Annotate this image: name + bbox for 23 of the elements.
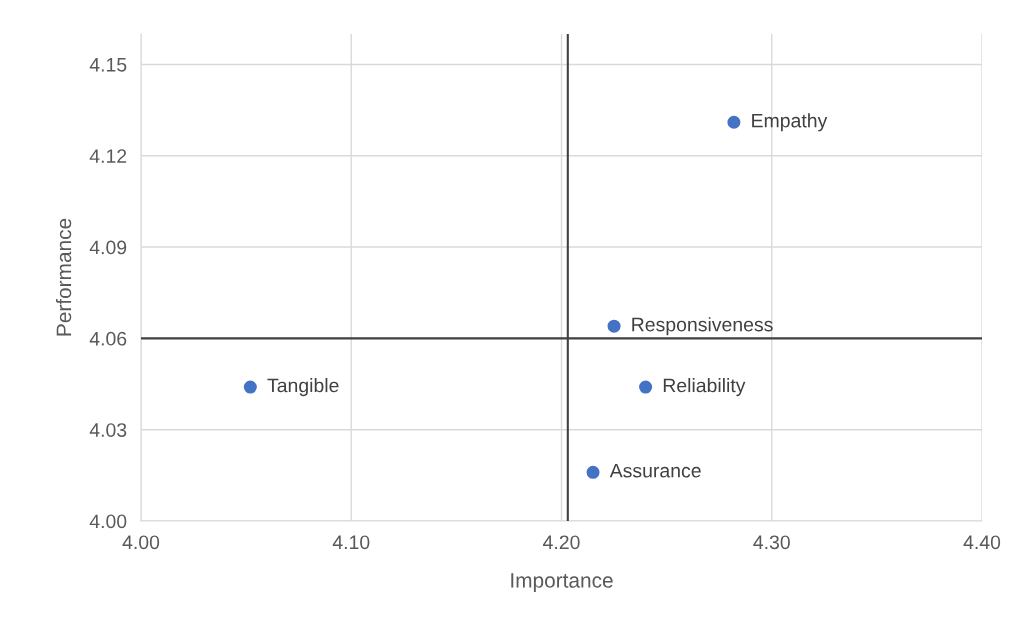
y-tick-label: 4.00 [89,514,127,529]
point [639,380,653,394]
x-axis-title: Importance [511,573,613,592]
point [586,465,600,479]
y-tick-label: 4.03 [89,423,127,437]
x-tick-label: 4.00 [122,535,160,550]
annotation: Empathy [752,113,828,132]
y-tick-label: 4.09 [89,240,127,255]
y-tick-label: 4.12 [89,149,127,163]
point [243,380,257,394]
annotation: Assurance [609,463,701,478]
point [607,319,621,333]
x-tick-label: 4.10 [332,535,370,550]
x-tick-label: 4.30 [753,535,790,550]
x-tick-label: 4.40 [963,535,1001,550]
y-tick-label: 4.15 [89,58,127,72]
y-tick-label: 4.06 [89,331,127,346]
point [727,115,741,129]
annotation: Responsiveness [632,317,773,336]
annotation: Tangible [267,378,339,397]
y-axis-title: Performance [55,218,72,336]
x-tick-label: 4.20 [543,535,580,550]
annotation: Reliability [663,378,746,397]
